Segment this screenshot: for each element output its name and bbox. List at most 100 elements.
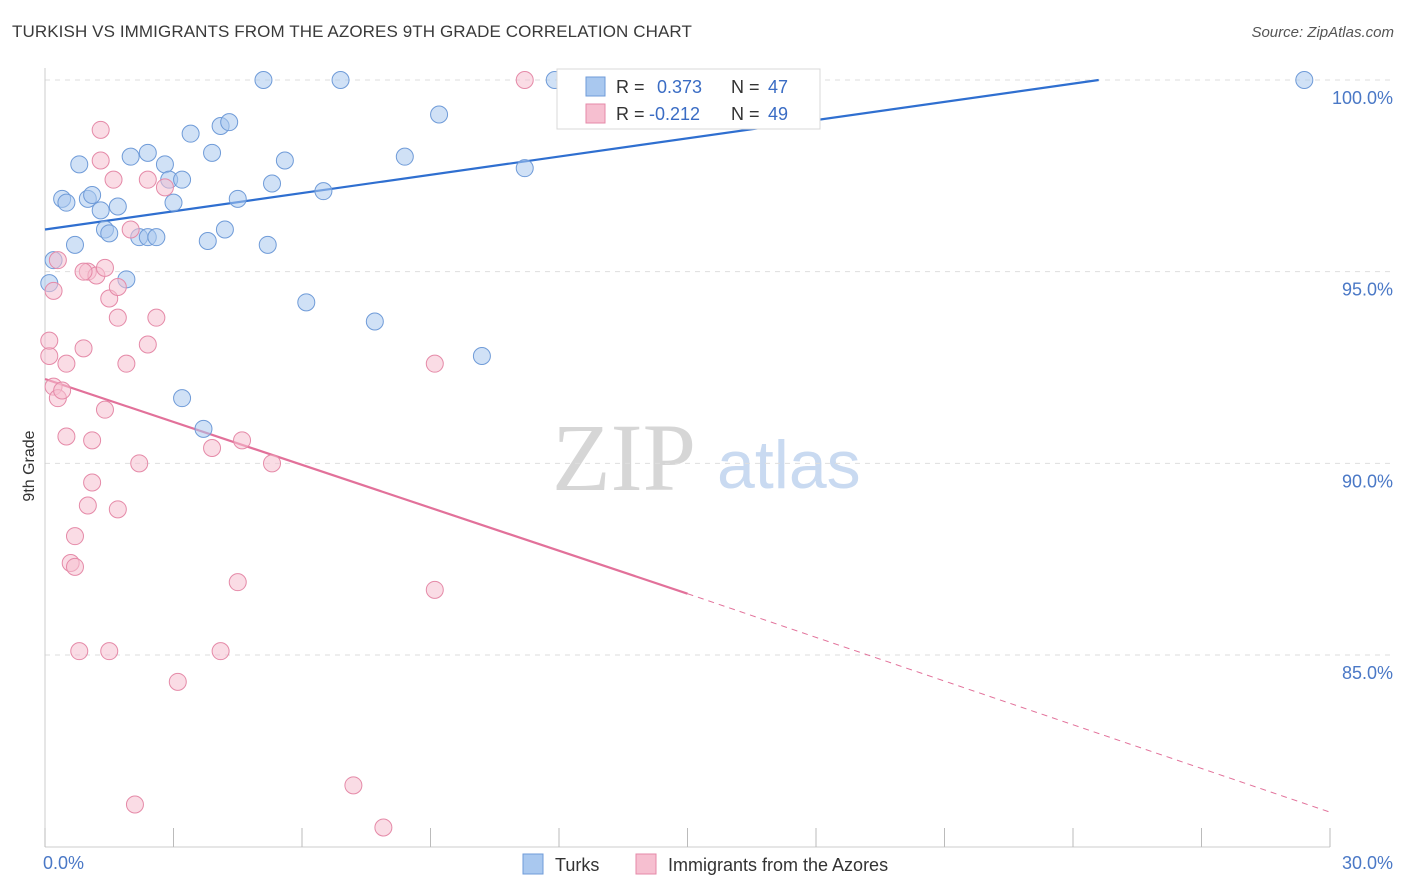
- point-turks: [147, 228, 166, 247]
- point-turks: [228, 189, 247, 208]
- point-turks: [215, 220, 234, 239]
- point-azores: [108, 500, 127, 519]
- point-azores: [40, 347, 59, 365]
- point-azores: [65, 557, 84, 576]
- point-turks: [70, 155, 89, 174]
- point-azores: [108, 308, 127, 327]
- legend-n-value-2: 49: [768, 104, 788, 124]
- point-turks: [515, 159, 534, 178]
- point-azores: [121, 220, 140, 239]
- trend-line-azores: [44, 377, 688, 595]
- y-tick-labels: 85.0% 90.0% 95.0% 100.0%: [1332, 88, 1393, 683]
- point-turks: [83, 186, 102, 204]
- point-azores: [74, 262, 93, 281]
- bottom-legend-label-turks: Turks: [555, 855, 599, 875]
- point-turks: [121, 147, 140, 166]
- x-tick-labels: 0.0% 30.0%: [43, 853, 1393, 873]
- point-turks: [297, 293, 316, 312]
- point-azores: [48, 251, 67, 270]
- point-azores: [95, 258, 114, 277]
- bottom-legend-swatch-turks: [522, 853, 544, 875]
- point-turks: [275, 151, 294, 170]
- legend-swatch-turks: [585, 76, 606, 97]
- watermark: ZIP atlas: [552, 404, 861, 511]
- point-turks: [472, 347, 491, 365]
- point-azores: [425, 580, 444, 599]
- point-turks: [1295, 71, 1314, 89]
- grid: [45, 79, 1390, 656]
- point-azores: [57, 427, 76, 446]
- point-azores: [425, 354, 444, 373]
- point-azores: [108, 278, 127, 296]
- point-azores: [155, 178, 174, 197]
- point-azores: [125, 795, 144, 814]
- point-azores: [57, 354, 76, 373]
- series-legend: Turks Immigrants from the Azores: [522, 853, 888, 875]
- point-azores: [83, 431, 102, 450]
- chart-title: TURKISH VS IMMIGRANTS FROM THE AZORES 9T…: [12, 22, 692, 41]
- point-turks: [57, 193, 76, 212]
- point-turks: [331, 71, 350, 89]
- point-turks: [258, 235, 277, 254]
- point-azores: [117, 354, 136, 373]
- point-turks: [430, 105, 449, 124]
- y-tick-label: 90.0%: [1342, 471, 1393, 491]
- point-turks: [108, 197, 127, 216]
- point-turks: [314, 182, 333, 201]
- point-azores: [53, 381, 72, 400]
- y-tick-label: 95.0%: [1342, 280, 1393, 300]
- point-turks: [173, 170, 192, 189]
- bottom-legend-swatch-azores: [635, 853, 657, 875]
- point-azores: [211, 642, 230, 661]
- point-azores: [233, 431, 252, 450]
- point-turks: [138, 143, 157, 162]
- legend-n-label-1: N =: [731, 77, 760, 97]
- point-turks: [198, 232, 217, 250]
- watermark-zip: ZIP: [552, 404, 696, 511]
- point-azores: [203, 439, 222, 457]
- point-azores: [74, 339, 93, 358]
- point-turks: [173, 389, 192, 408]
- point-turks: [100, 224, 119, 243]
- trend-line-azores-extrapolated: [687, 593, 1331, 813]
- watermark-atlas: atlas: [717, 427, 861, 503]
- point-azores: [104, 170, 123, 189]
- legend-r-label-1: R =: [616, 77, 645, 97]
- legend-n-label-2: N =: [731, 104, 760, 124]
- point-azores: [515, 71, 534, 89]
- point-azores: [100, 642, 119, 661]
- point-azores: [91, 120, 110, 139]
- x-tick-label-max: 30.0%: [1342, 853, 1393, 873]
- point-azores: [65, 527, 84, 546]
- x-tick-label-min: 0.0%: [43, 853, 84, 873]
- y-tick-label: 100.0%: [1332, 88, 1393, 108]
- point-azores: [344, 776, 363, 795]
- point-azores: [374, 818, 393, 837]
- y-axis-title: 9th Grade: [21, 430, 38, 501]
- data-points: [40, 71, 1314, 837]
- point-turks: [91, 201, 110, 220]
- point-turks: [181, 124, 200, 143]
- legend-r-value-2: -0.212: [649, 104, 700, 124]
- point-azores: [138, 335, 157, 354]
- legend-n-value-1: 47: [768, 77, 788, 97]
- point-azores: [263, 454, 282, 473]
- point-turks: [395, 147, 414, 166]
- bottom-legend-label-azores: Immigrants from the Azores: [668, 855, 888, 875]
- point-turks: [194, 419, 213, 438]
- legend-r-label-2: R =: [616, 104, 645, 124]
- trend-line-turks: [44, 78, 1099, 231]
- point-azores: [138, 170, 157, 189]
- point-turks: [155, 155, 174, 174]
- trend-lines: [44, 78, 1331, 813]
- axes: [44, 68, 1331, 848]
- point-azores: [78, 496, 97, 515]
- stats-legend: R = 0.373 N = 47 R = -0.212 N = 49: [556, 68, 821, 130]
- legend-r-value-1: 0.373: [657, 77, 702, 97]
- point-azores: [168, 672, 187, 691]
- point-turks: [263, 174, 282, 193]
- point-turks: [254, 71, 273, 89]
- point-azores: [91, 151, 110, 170]
- point-azores: [83, 473, 102, 492]
